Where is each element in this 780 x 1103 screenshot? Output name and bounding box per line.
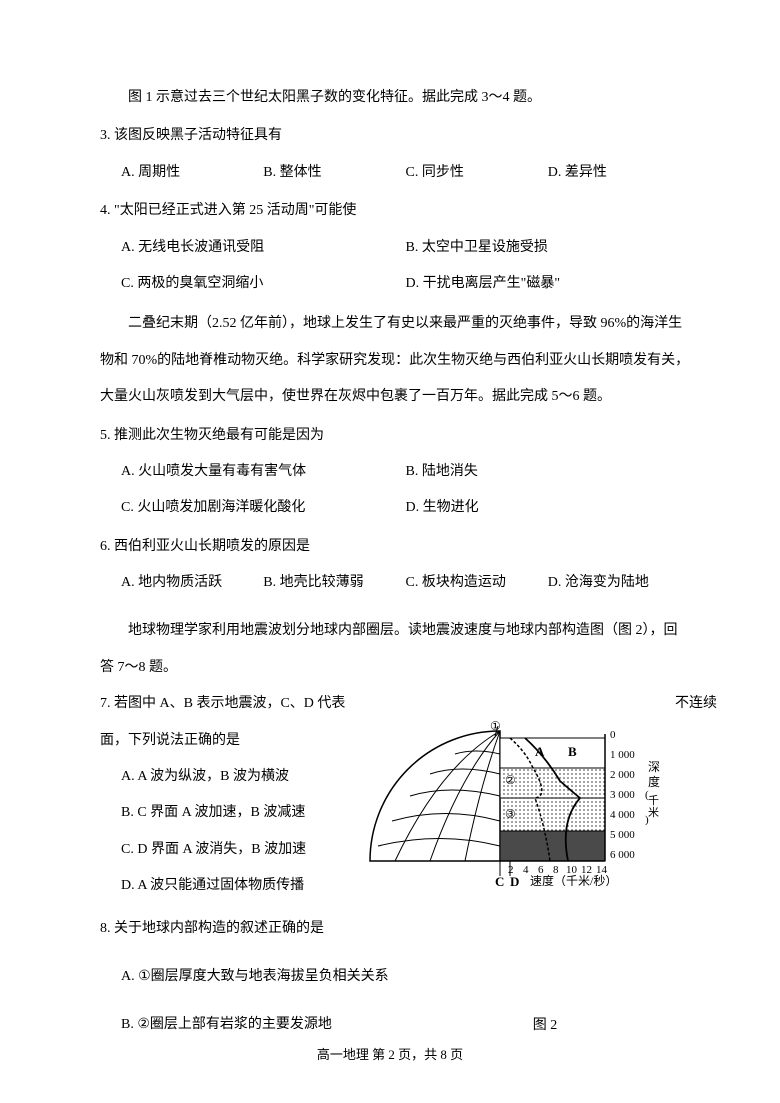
q8-opt-b: B. ②圈层上部有岩浆的主要发源地: [100, 1007, 711, 1043]
q7-opt-c: C. D 界面 A 波消失，B 波加速: [100, 832, 380, 868]
label-a: A: [535, 744, 545, 759]
label-1: ①: [490, 719, 501, 733]
q3-opt-b: B. 整体性: [263, 155, 405, 191]
x-axis-label: 速度（千米/秒）: [530, 873, 617, 886]
q7-stem-left: 7. 若图中 A、B 表示地震波，C、D 代表: [100, 696, 345, 711]
q4-opt-d: D. 干扰电离层产生"磁暴": [406, 266, 691, 302]
question-4: 4. "太阳已经正式进入第 25 活动周"可能使 A. 无线电长波通讯受阻 B.…: [100, 193, 690, 302]
q6-stem: 6. 西伯利亚火山长期喷发的原因是: [100, 529, 690, 565]
q3-stem: 3. 该图反映黑子活动特征具有: [100, 118, 690, 154]
q8-opt-a: A. ①圈层厚度大致与地表海拔呈负相关关系: [100, 959, 711, 995]
q6-opt-d: D. 沧海变为陆地: [548, 565, 690, 601]
q7-opt-d: D. A 波只能通过固体物质传播: [100, 868, 380, 904]
label-3: ③: [505, 807, 516, 821]
q3-opt-a: A. 周期性: [121, 155, 263, 191]
question-5: 5. 推测此次生物灭绝最有可能是因为 A. 火山喷发大量有毒有害气体 B. 陆地…: [100, 418, 690, 527]
q6-opt-c: C. 板块构造运动: [406, 565, 548, 601]
svg-text:千: 千: [648, 794, 659, 807]
svg-text:2 000: 2 000: [610, 769, 635, 781]
question-7-text: 7. 若图中 A、B 表示地震波，C、D 代表 不连续 面，下列说法正确的是 A…: [100, 686, 380, 904]
svg-text:度: 度: [648, 774, 660, 789]
svg-text:5 000: 5 000: [610, 829, 635, 841]
q4-opt-b: B. 太空中卫星设施受损: [406, 230, 691, 266]
svg-text:4 000: 4 000: [610, 809, 635, 821]
earth-diagram-icon: ① ② ③ A B C D 0 1 000 2 000 3 000: [350, 676, 670, 886]
svg-text:4: 4: [523, 864, 529, 876]
page-content: 图 1 示意过去三个世纪太阳黑子数的变化特征。据此完成 3～4 题。 3. 该图…: [0, 0, 780, 1084]
svg-text:0: 0: [610, 729, 616, 741]
q5-opt-c: C. 火山喷发加剧海洋暖化酸化: [121, 490, 406, 526]
q3-opt-d: D. 差异性: [548, 155, 690, 191]
label-b: B: [568, 744, 577, 759]
q8-stem: 8. 关于地球内部构造的叙述正确的是: [100, 911, 690, 947]
q7-stem-line2: 面，下列说法正确的是: [100, 723, 380, 759]
label-c: C: [495, 874, 504, 886]
question-6: 6. 西伯利亚火山长期喷发的原因是 A. 地内物质活跃 B. 地壳比较薄弱 C.…: [100, 529, 690, 602]
question-8: 8. 关于地球内部构造的叙述正确的是 A. ①圈层厚度大致与地表海拔呈负相关关系…: [100, 911, 690, 1045]
q4-stem: 4. "太阳已经正式进入第 25 活动周"可能使: [100, 193, 690, 229]
q7-stem-right: 不连续: [675, 686, 717, 722]
q5-stem: 5. 推测此次生物灭绝最有可能是因为: [100, 418, 690, 454]
q4-options: A. 无线电长波通讯受阻 B. 太空中卫星设施受损 C. 两极的臭氧空洞缩小 D…: [100, 230, 690, 303]
intro-2: 二叠纪末期（2.52 亿年前），地球上发生了有史以来最严重的灭绝事件，导致 96…: [100, 306, 690, 415]
q3-options: A. 周期性 B. 整体性 C. 同步性 D. 差异性: [100, 155, 690, 191]
q5-opt-b: B. 陆地消失: [406, 454, 691, 490]
q6-options: A. 地内物质活跃 B. 地壳比较薄弱 C. 板块构造运动 D. 沧海变为陆地: [100, 565, 690, 601]
q4-opt-c: C. 两极的臭氧空洞缩小: [121, 266, 406, 302]
q7-opt-b: B. C 界面 A 波加速，B 波减速: [100, 795, 380, 831]
svg-text:): ): [645, 814, 649, 826]
label-2: ②: [505, 773, 516, 787]
q3-opt-c: C. 同步性: [406, 155, 548, 191]
svg-text:1 000: 1 000: [610, 749, 635, 761]
q5-options: A. 火山喷发大量有毒有害气体 B. 陆地消失 C. 火山喷发加剧海洋暖化酸化 …: [100, 454, 690, 527]
q6-opt-a: A. 地内物质活跃: [121, 565, 263, 601]
y-ticks: 0 1 000 2 000 3 000 4 000 5 000 6 000: [610, 729, 635, 861]
page-footer: 高一地理 第 2 页，共 8 页: [0, 1044, 780, 1063]
q8-options: A. ①圈层厚度大致与地表海拔呈负相关关系 B. ②圈层上部有岩浆的主要发源地: [100, 959, 690, 1044]
y-axis-label: 深: [648, 760, 660, 774]
svg-text:6 000: 6 000: [610, 849, 635, 861]
q6-opt-b: B. 地壳比较薄弱: [263, 565, 405, 601]
svg-text:米: 米: [648, 806, 659, 819]
question-7-block: 7. 若图中 A、B 表示地震波，C、D 代表 不连续 面，下列说法正确的是 A…: [100, 686, 690, 904]
question-3: 3. 该图反映黑子活动特征具有 A. 周期性 B. 整体性 C. 同步性 D. …: [100, 118, 690, 191]
q5-opt-a: A. 火山喷发大量有毒有害气体: [121, 454, 406, 490]
svg-text:3 000: 3 000: [610, 789, 635, 801]
q4-opt-a: A. 无线电长波通讯受阻: [121, 230, 406, 266]
svg-text:(: (: [645, 789, 649, 801]
intro-1: 图 1 示意过去三个世纪太阳黑子数的变化特征。据此完成 3～4 题。: [100, 80, 690, 116]
svg-text:2: 2: [508, 864, 514, 876]
q5-opt-d: D. 生物进化: [406, 490, 691, 526]
figure-2: ① ② ③ A B C D 0 1 000 2 000 3 000: [350, 676, 670, 901]
q7-opt-a: A. A 波为纵波，B 波为横波: [100, 759, 380, 795]
